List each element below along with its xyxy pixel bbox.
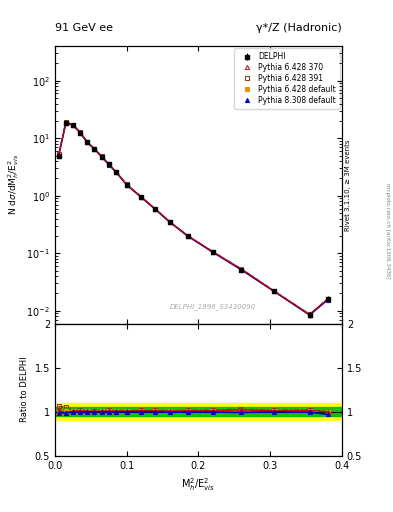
Pythia 6.428 370 (107, 161, 111, 167)
Pythia 6.428 default (211, 249, 215, 255)
Pythia 6.428 391 (125, 181, 129, 187)
Pythia 6.428 default (272, 288, 276, 294)
Pythia 6.428 370 (239, 266, 244, 272)
Pythia 6.428 391 (307, 311, 312, 317)
Pythia 8.308 default (139, 194, 143, 200)
Pythia 6.428 default (107, 161, 111, 167)
Pythia 8.308 default (63, 120, 68, 126)
Pythia 8.308 default (56, 153, 61, 159)
Pythia 6.428 default (325, 296, 330, 302)
Pythia 6.428 370 (167, 219, 172, 225)
Pythia 6.428 370 (71, 122, 75, 128)
Pythia 6.428 default (185, 233, 190, 239)
Pythia 6.428 default (167, 219, 172, 225)
Pythia 6.428 default (99, 154, 104, 160)
Pythia 6.428 370 (153, 206, 158, 212)
Legend: DELPHI, Pythia 6.428 370, Pythia 6.428 391, Pythia 6.428 default, Pythia 8.308 d: DELPHI, Pythia 6.428 370, Pythia 6.428 3… (234, 48, 340, 109)
Pythia 6.428 370 (185, 232, 190, 239)
Pythia 6.428 default (307, 312, 312, 318)
Pythia 6.428 370 (63, 120, 68, 126)
Pythia 6.428 370 (92, 146, 97, 152)
Pythia 6.428 370 (56, 152, 61, 158)
Pythia 6.428 370 (114, 168, 118, 175)
Pythia 8.308 default (125, 182, 129, 188)
Pythia 8.308 default (325, 297, 330, 303)
Line: Pythia 6.428 370: Pythia 6.428 370 (57, 121, 330, 316)
Y-axis label: Rivet 3.1.10, ≥ 3M events: Rivet 3.1.10, ≥ 3M events (345, 139, 351, 230)
Y-axis label: Ratio to DELPHI: Ratio to DELPHI (20, 357, 29, 422)
Pythia 6.428 391 (239, 266, 244, 272)
Pythia 6.428 391 (211, 248, 215, 254)
Pythia 6.428 default (85, 139, 90, 145)
Pythia 6.428 391 (63, 118, 68, 124)
Pythia 6.428 370 (307, 311, 312, 317)
Pythia 6.428 391 (325, 296, 330, 302)
Pythia 6.428 370 (211, 249, 215, 255)
Pythia 6.428 391 (92, 146, 97, 152)
Pythia 6.428 391 (153, 206, 158, 212)
Pythia 8.308 default (167, 219, 172, 225)
Pythia 6.428 370 (272, 288, 276, 294)
X-axis label: M$^2_{h}$/E$^2_{vis}$: M$^2_{h}$/E$^2_{vis}$ (182, 476, 215, 493)
Pythia 6.428 391 (56, 151, 61, 157)
Pythia 6.428 370 (139, 194, 143, 200)
Pythia 8.308 default (211, 249, 215, 255)
Pythia 8.308 default (307, 312, 312, 318)
Pythia 6.428 default (78, 130, 83, 136)
Pythia 6.428 default (153, 206, 158, 212)
Pythia 6.428 391 (99, 153, 104, 159)
Line: Pythia 6.428 default: Pythia 6.428 default (57, 121, 330, 317)
Pythia 6.428 default (63, 120, 68, 126)
Pythia 8.308 default (78, 130, 83, 136)
Pythia 8.308 default (71, 122, 75, 128)
Pythia 6.428 391 (185, 232, 190, 239)
Pythia 6.428 391 (167, 219, 172, 225)
Pythia 6.428 370 (325, 296, 330, 302)
Pythia 8.308 default (114, 169, 118, 175)
Pythia 6.428 391 (71, 122, 75, 128)
Pythia 6.428 391 (107, 161, 111, 167)
Text: DELPHI_1996_S3430090: DELPHI_1996_S3430090 (170, 303, 256, 310)
Pythia 6.428 default (125, 182, 129, 188)
Pythia 6.428 391 (78, 129, 83, 135)
Pythia 6.428 default (114, 169, 118, 175)
Y-axis label: N d$\sigma$/dM$^2_h$/E$^2_{vis}$: N d$\sigma$/dM$^2_h$/E$^2_{vis}$ (6, 154, 21, 216)
Pythia 6.428 391 (139, 194, 143, 200)
Pythia 6.428 370 (78, 130, 83, 136)
Pythia 6.428 370 (125, 182, 129, 188)
Pythia 8.308 default (272, 288, 276, 294)
Pythia 6.428 default (71, 122, 75, 128)
Text: γ*/Z (Hadronic): γ*/Z (Hadronic) (256, 23, 342, 33)
Pythia 6.428 default (92, 146, 97, 152)
Text: 91 GeV ee: 91 GeV ee (55, 23, 113, 33)
Pythia 8.308 default (239, 267, 244, 273)
Pythia 8.308 default (107, 161, 111, 167)
Pythia 6.428 391 (114, 168, 118, 175)
Text: mcplots.cern.ch [arXiv:1306.3436]: mcplots.cern.ch [arXiv:1306.3436] (385, 183, 389, 278)
Line: Pythia 6.428 391: Pythia 6.428 391 (57, 119, 330, 316)
Pythia 8.308 default (153, 206, 158, 212)
Pythia 6.428 370 (85, 139, 90, 145)
Pythia 6.428 370 (99, 154, 104, 160)
Pythia 8.308 default (185, 233, 190, 239)
Pythia 6.428 default (139, 194, 143, 200)
Pythia 8.308 default (85, 139, 90, 145)
Bar (55, 403, 342, 420)
Pythia 6.428 391 (85, 139, 90, 145)
Pythia 6.428 default (56, 153, 61, 159)
Pythia 6.428 391 (272, 288, 276, 294)
Bar (55, 407, 342, 416)
Pythia 8.308 default (99, 154, 104, 160)
Pythia 8.308 default (92, 146, 97, 152)
Pythia 6.428 default (239, 266, 244, 272)
Line: Pythia 8.308 default: Pythia 8.308 default (57, 121, 330, 317)
